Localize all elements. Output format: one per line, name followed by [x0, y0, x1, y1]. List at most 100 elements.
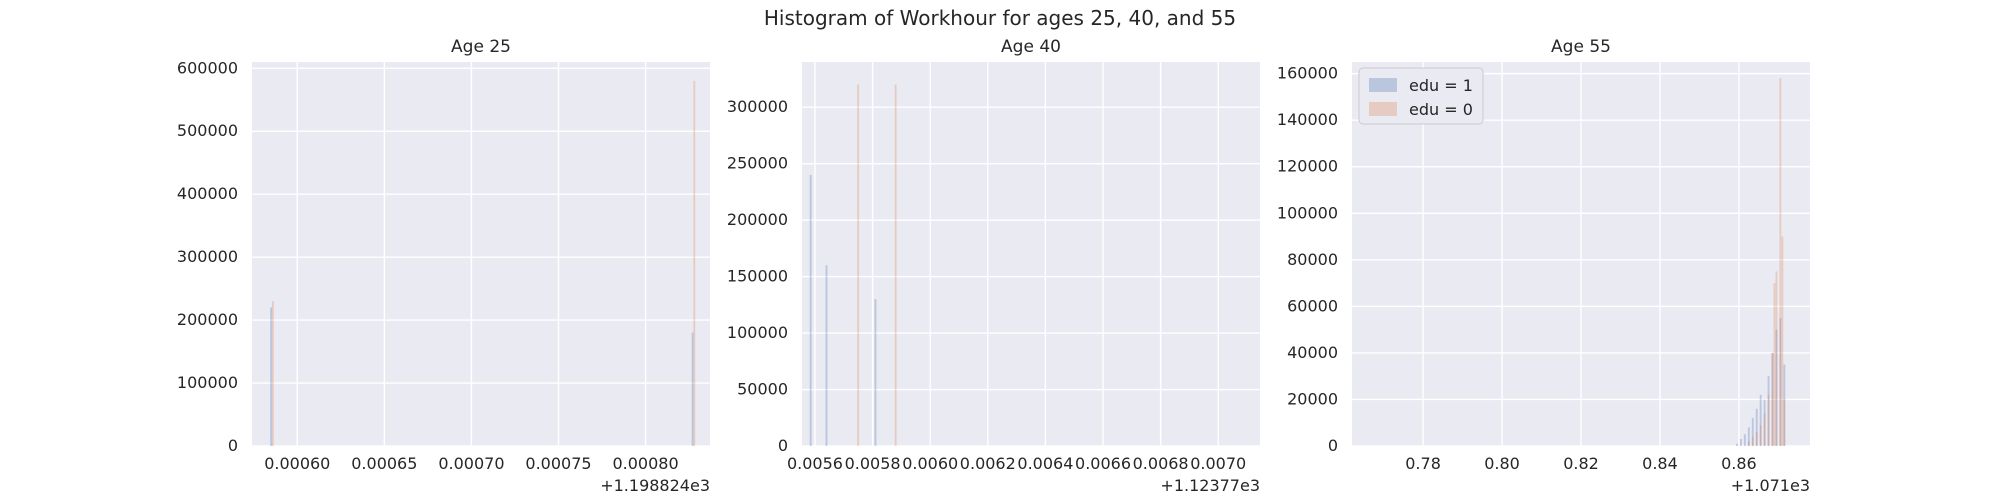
y-tick-label: 100000	[727, 323, 788, 342]
histogram-bar	[1747, 441, 1750, 446]
histogram-bar	[1747, 427, 1750, 446]
x-tick-label: 0.0056	[787, 454, 843, 473]
y-tick-label: 200000	[177, 310, 238, 329]
histogram-bar	[1751, 418, 1754, 446]
x-tick-label: 0.0066	[1075, 454, 1131, 473]
y-tick-label: 300000	[727, 97, 788, 116]
x-tick-label: 0.78	[1405, 454, 1441, 473]
histogram-bar	[1759, 394, 1762, 446]
histogram-bar	[1763, 399, 1766, 446]
y-tick-label: 40000	[1287, 343, 1338, 362]
y-tick-label: 150000	[727, 267, 788, 286]
subplot-3: 0 20000 40000 60000 80000 100000 120000 140000 1…	[1277, 37, 1810, 495]
y-tick-label: 100000	[177, 373, 238, 392]
histogram-bar	[1773, 283, 1776, 446]
legend-frame	[1358, 67, 1484, 125]
histogram-bar	[1763, 413, 1766, 446]
histogram-bar	[809, 174, 812, 447]
y-tick-label: 60000	[1287, 296, 1338, 315]
legend-swatch	[1369, 102, 1397, 116]
x-tick-label: 0.0058	[845, 454, 901, 473]
histogram-bar	[1755, 408, 1758, 446]
x-tick-label: 0.80	[1484, 454, 1520, 473]
histogram-bar	[271, 301, 274, 446]
subplot-2: 0 50000 100000 150000 200000 250000 300000 0.00…	[727, 37, 1260, 495]
series-edu-0	[271, 80, 696, 446]
x-tick-label: 0.84	[1642, 454, 1678, 473]
histogram-bar	[1771, 352, 1774, 446]
series-edu-0	[857, 84, 897, 447]
x-tick-label: 0.00065	[351, 454, 417, 473]
histogram-bar	[857, 84, 860, 447]
y-tick-label: 140000	[1277, 110, 1338, 129]
y-tick-label: 20000	[1287, 389, 1338, 408]
y-tick-label: 100000	[1277, 203, 1338, 222]
histogram-bar	[1779, 78, 1782, 447]
x-tick-label: 0.0062	[960, 454, 1016, 473]
x-offset-label: +1.071e3	[1731, 476, 1810, 495]
histogram-bar	[874, 299, 877, 446]
subplot-1: 0 100000 200000 300000 400000 500000 600000 0.0…	[177, 37, 710, 495]
histogram-bar	[1775, 271, 1778, 446]
histogram-bar	[1779, 318, 1782, 446]
x-tick-label: 0.0068	[1133, 454, 1189, 473]
y-tick-label: 500000	[177, 121, 238, 140]
y-tick-label: 300000	[177, 247, 238, 266]
histogram-bar	[1736, 443, 1738, 446]
histogram-bar	[1759, 425, 1762, 446]
series-edu-1	[809, 174, 877, 447]
legend-label: edu = 0	[1409, 100, 1473, 119]
y-tick-label: 50000	[737, 380, 788, 399]
histogram-bar	[1767, 376, 1770, 446]
subplot-title: Age 25	[451, 37, 511, 57]
histogram-bar	[825, 265, 828, 446]
y-tick-label: 200000	[727, 210, 788, 229]
y-tick-label: 600000	[177, 58, 238, 77]
series-edu-1	[270, 307, 694, 446]
x-tick-label: 0.86	[1721, 454, 1757, 473]
y-tick-label: 0	[228, 436, 238, 455]
plot-area	[802, 62, 1260, 446]
x-tick-label: 0.0060	[902, 454, 958, 473]
y-tick-label: 400000	[177, 184, 238, 203]
histogram-bar	[1743, 434, 1746, 446]
plot-area	[252, 62, 710, 446]
histogram-bar	[1781, 236, 1784, 446]
histogram-bar	[1755, 432, 1758, 446]
histogram-bar	[1771, 352, 1774, 446]
figure-title: Histogram of Workhour for ages 25, 40, a…	[764, 6, 1236, 30]
histogram-bar	[693, 80, 696, 446]
y-tick-label: 0	[1328, 436, 1338, 455]
x-tick-label: 0.0064	[1017, 454, 1073, 473]
subplot-title: Age 40	[1001, 37, 1061, 57]
legend-swatch	[1369, 78, 1397, 92]
subplot-title: Age 55	[1551, 37, 1611, 57]
subplots: 01000002000003000004000005000006000000.0…	[177, 37, 1810, 495]
x-tick-label: 0.00080	[612, 454, 678, 473]
histogram-bar	[270, 307, 273, 446]
y-tick-label: 160000	[1277, 64, 1338, 83]
series-edu-0	[1747, 78, 1786, 447]
histogram-bar	[1767, 394, 1770, 446]
x-offset-label: +1.12377e3	[1160, 476, 1260, 495]
y-tick-label: 250000	[727, 154, 788, 173]
histogram-bar	[691, 332, 694, 446]
y-tick-label: 80000	[1287, 250, 1338, 269]
x-offset-label: +1.198824e3	[600, 476, 710, 495]
x-tick-label: 0.00070	[438, 454, 504, 473]
histogram-bar	[894, 84, 897, 447]
legend-label: edu = 1	[1409, 76, 1473, 95]
histogram-bar	[1739, 439, 1742, 446]
x-tick-label: 0.00060	[264, 454, 330, 473]
histogram-bar	[1775, 329, 1778, 446]
series-edu-1	[1736, 318, 1786, 446]
histogram-bar	[1783, 364, 1786, 446]
histogram-bar	[1783, 399, 1786, 446]
y-tick-label: 0	[778, 436, 788, 455]
histogram-bar	[1751, 436, 1754, 446]
x-tick-label: 0.0070	[1190, 454, 1246, 473]
x-tick-label: 0.00075	[525, 454, 591, 473]
y-tick-label: 120000	[1277, 157, 1338, 176]
legend: edu = 1 edu = 0	[1358, 67, 1484, 125]
